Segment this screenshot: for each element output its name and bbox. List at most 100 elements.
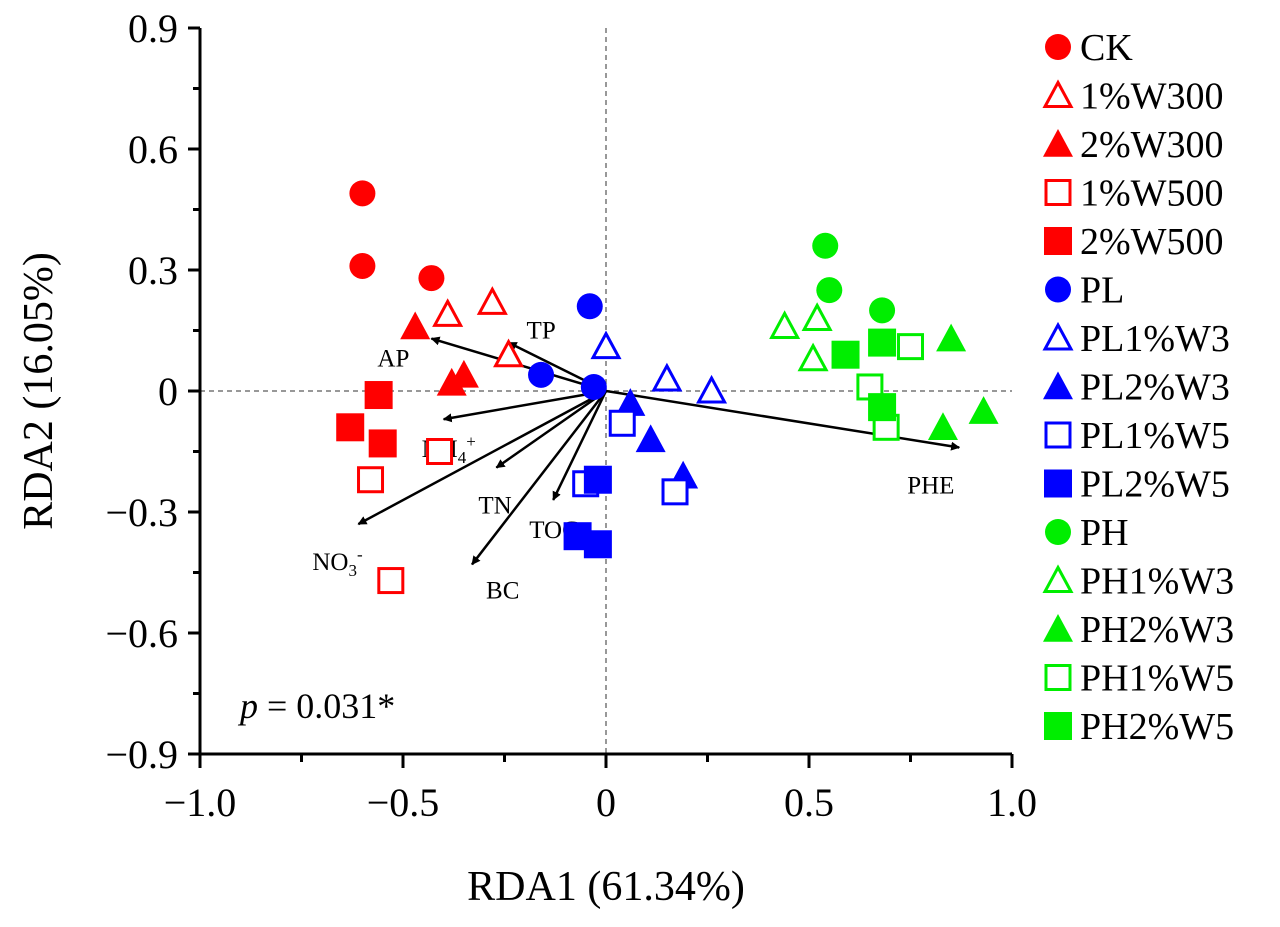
point-2pctw300 bbox=[436, 367, 467, 396]
arrow-label-phe: PHE bbox=[907, 472, 954, 499]
legend-item-1pctw300: 1%W300 bbox=[1042, 76, 1224, 118]
y-axis-label: RDA2 (16.05%) bbox=[16, 252, 62, 530]
legend-marker bbox=[1044, 712, 1072, 740]
legend-marker bbox=[1045, 34, 1071, 60]
point-pl1pctw3 bbox=[651, 362, 683, 392]
point-pl1pctw5 bbox=[661, 478, 689, 506]
point-1pctw300 bbox=[432, 298, 464, 327]
x-tick-label: −1.0 bbox=[164, 780, 237, 825]
legend-marker bbox=[1042, 79, 1074, 109]
arrow-phe bbox=[605, 389, 961, 451]
legend-label: PH bbox=[1080, 512, 1129, 554]
point-ck bbox=[349, 252, 376, 279]
arrow-label-bc: BC bbox=[486, 577, 519, 604]
point-pl bbox=[576, 293, 603, 320]
axes: 0.9 0.6 0.3 0 −0.3 −0.6 −0.9−1.0 −0.5 0 0.5 1.0 RDA… bbox=[16, 6, 1037, 910]
x-axis-label: RDA1 (61.34%) bbox=[467, 864, 745, 910]
point-2pctw300 bbox=[448, 359, 479, 388]
legend-marker bbox=[1044, 469, 1072, 498]
p-value-annotation: p = 0.031* bbox=[237, 686, 395, 726]
point-pl1pctw3 bbox=[590, 330, 622, 360]
y-tick-label: 0.3 bbox=[128, 248, 178, 293]
y-tick-label: −0.3 bbox=[105, 490, 178, 535]
legend-item-2pctw300: 2%W300 bbox=[1043, 124, 1224, 166]
legend-label: PL2%W3 bbox=[1080, 367, 1230, 409]
y-tick-label: 0.6 bbox=[128, 127, 178, 172]
y-tick-label: −0.9 bbox=[105, 732, 178, 777]
series-pl bbox=[528, 293, 607, 400]
legend-marker bbox=[1042, 321, 1074, 351]
point-1pctw500 bbox=[377, 567, 405, 595]
legend-label: PL1%W5 bbox=[1080, 415, 1230, 457]
point-ph1pctw5 bbox=[897, 333, 924, 361]
arrow-tn bbox=[495, 389, 607, 469]
point-pl2pctw3 bbox=[615, 388, 646, 416]
point-ph bbox=[812, 232, 839, 259]
legend-marker bbox=[1043, 129, 1073, 157]
arrow-label-tp: TP bbox=[527, 318, 556, 345]
legend-item-pl1pctw3: PL1%W3 bbox=[1042, 318, 1230, 360]
series-1pctw500 bbox=[357, 438, 454, 595]
point-1pctw300 bbox=[476, 286, 508, 315]
legend-item-ph2pctw3: PH2%W3 bbox=[1043, 609, 1234, 651]
legend-marker bbox=[1043, 371, 1073, 400]
point-pl2pctw5 bbox=[583, 530, 612, 559]
legend-label: PH2%W5 bbox=[1080, 706, 1234, 748]
series-ph2pctw5 bbox=[831, 328, 897, 422]
legend-item-ph: PH bbox=[1045, 512, 1129, 554]
y-tick-label: 0 bbox=[158, 369, 178, 414]
point-ph2pctw3 bbox=[936, 323, 967, 352]
series-pl1pctw3 bbox=[590, 330, 728, 404]
point-ck bbox=[418, 265, 445, 292]
legend: CK 1%W300 2%W300 1%W500 2%W500 PL PL1%W3 PL2%W3… bbox=[1042, 27, 1234, 748]
legend-item-pl: PL bbox=[1045, 270, 1124, 312]
point-ph2pctw3 bbox=[968, 396, 999, 424]
x-tick-label: 1.0 bbox=[987, 780, 1037, 825]
legend-marker bbox=[1044, 421, 1072, 449]
series-ck bbox=[349, 180, 445, 292]
point-ph2pctw5 bbox=[868, 393, 897, 422]
legend-label: PH1%W3 bbox=[1080, 561, 1234, 603]
series-pl2pctw5 bbox=[563, 465, 612, 559]
point-ph bbox=[816, 277, 843, 304]
point-pl1pctw3 bbox=[696, 374, 728, 404]
legend-marker bbox=[1044, 179, 1072, 206]
series-2pctw300 bbox=[400, 311, 479, 396]
point-ph bbox=[869, 297, 896, 324]
point-ck bbox=[349, 180, 376, 207]
point-ph2pctw5 bbox=[868, 328, 897, 357]
legend-item-2pctw500: 2%W500 bbox=[1044, 221, 1224, 263]
point-pl1pctw5 bbox=[608, 409, 636, 437]
point-1pctw500 bbox=[357, 466, 385, 494]
point-pl2pctw5 bbox=[583, 465, 612, 494]
point-2pctw500 bbox=[336, 413, 365, 442]
series-ph2pctw3 bbox=[927, 323, 999, 441]
series-2pctw500 bbox=[336, 381, 397, 458]
sample-points bbox=[336, 180, 999, 595]
arrow-nh4 bbox=[442, 389, 607, 423]
point-pl bbox=[528, 361, 555, 388]
point-ph2pctw5 bbox=[831, 340, 860, 369]
legend-label: 1%W300 bbox=[1080, 76, 1224, 118]
legend-label: 1%W500 bbox=[1080, 173, 1224, 215]
legend-marker bbox=[1043, 614, 1073, 642]
x-tick-label: 0 bbox=[596, 780, 616, 825]
x-tick-label: −0.5 bbox=[367, 780, 440, 825]
legend-label: 2%W300 bbox=[1080, 124, 1224, 166]
point-2pctw300 bbox=[400, 311, 431, 340]
legend-item-ph1pctw3: PH1%W3 bbox=[1042, 561, 1234, 603]
legend-item-1pctw500: 1%W500 bbox=[1044, 173, 1224, 215]
point-pl2pctw3 bbox=[635, 424, 666, 453]
legend-label: PH1%W5 bbox=[1080, 658, 1234, 700]
legend-item-ph1pctw5: PH1%W5 bbox=[1044, 658, 1234, 700]
point-1pctw500 bbox=[426, 438, 454, 465]
y-tick-label: 0.9 bbox=[128, 6, 178, 51]
point-ph1pctw3 bbox=[801, 302, 833, 331]
legend-label: PL2%W5 bbox=[1080, 464, 1230, 506]
series-ph1pctw3 bbox=[769, 302, 833, 372]
legend-item-ph2pctw5: PH2%W5 bbox=[1044, 706, 1234, 748]
legend-label: CK bbox=[1080, 27, 1133, 69]
arrow-toc bbox=[552, 390, 608, 501]
point-ph2pctw3 bbox=[927, 412, 958, 441]
